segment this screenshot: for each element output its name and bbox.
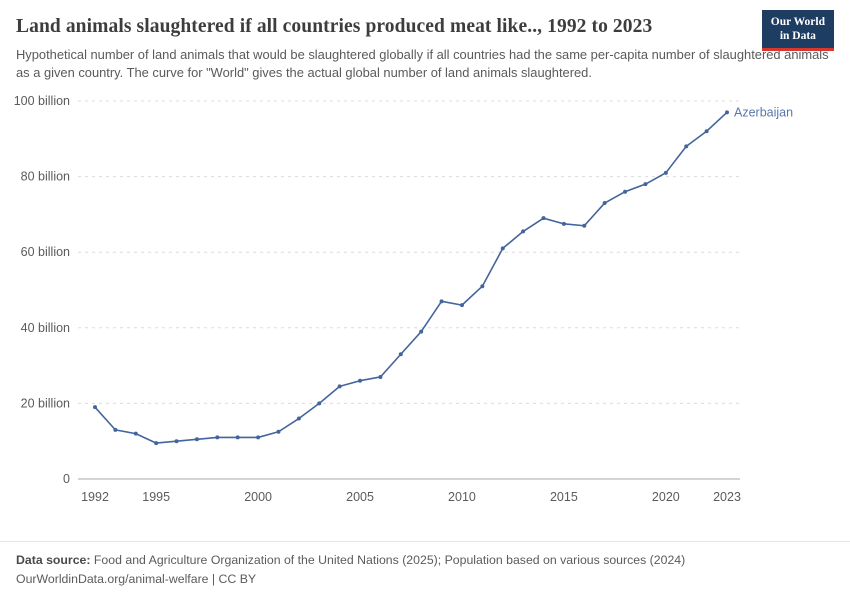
data-point[interactable] [296,416,301,421]
data-point[interactable] [459,303,464,308]
x-tick-label: 2020 [652,490,680,504]
data-point[interactable] [663,171,668,176]
data-point[interactable] [541,216,546,221]
data-point[interactable] [154,441,159,446]
data-point[interactable] [602,201,607,206]
owid-logo-line2: in Data [779,30,816,43]
y-tick-label: 20 billion [21,397,70,411]
data-point[interactable] [643,182,648,187]
data-point[interactable] [623,190,628,195]
y-tick-label: 40 billion [21,321,70,335]
line-chart: 0 20 billion 40 billion 60 billion 80 billio… [14,94,793,504]
series-label[interactable]: Azerbaijan [734,106,793,120]
data-source-line: Data source: Food and Agriculture Organi… [16,551,834,569]
data-point[interactable] [113,428,118,433]
data-point[interactable] [378,375,383,380]
data-point[interactable] [480,284,485,289]
data-point[interactable] [317,401,322,406]
data-point[interactable] [398,352,403,357]
data-point[interactable] [358,379,363,384]
data-point[interactable] [561,222,566,227]
x-tick-label: 1995 [142,490,170,504]
chart-title: Land animals slaughtered if all countrie… [16,16,653,37]
x-tick-label: 2005 [346,490,374,504]
data-point[interactable] [276,430,281,435]
chart-footer: Data source: Food and Agriculture Organi… [0,541,850,600]
y-tick-label: 0 [63,472,70,486]
x-tick-label: 2000 [244,490,272,504]
data-point[interactable] [337,384,342,389]
data-point[interactable] [725,110,729,115]
y-tick-label: 100 billion [14,94,70,108]
data-point[interactable] [215,435,220,440]
owid-logo[interactable]: Our World in Data [761,10,834,51]
data-point[interactable] [194,437,199,442]
chart-area: 0 20 billion 40 billion 60 billion 80 billio… [0,89,850,518]
x-tick-label: 2010 [448,490,476,504]
data-point[interactable] [235,435,240,440]
data-point[interactable] [704,129,709,134]
data-source-label: Data source: [16,553,91,568]
data-point[interactable] [684,144,689,149]
data-point[interactable] [133,431,138,436]
data-point[interactable] [439,299,444,304]
series-line[interactable] [94,112,728,445]
license-line[interactable]: OurWorldinData.org/animal-welfare | CC B… [16,571,257,586]
y-tick-label: 60 billion [21,246,70,260]
x-tick-label: 1992 [81,490,109,504]
x-tick-label: 2015 [550,490,578,504]
x-tick-label: 2023 [713,490,741,504]
data-point[interactable] [521,229,526,234]
data-point[interactable] [256,435,261,440]
y-tick-label: 80 billion [21,170,70,184]
data-point[interactable] [500,246,505,251]
data-point[interactable] [174,439,179,444]
data-point[interactable] [582,224,587,229]
data-point[interactable] [419,329,424,334]
owid-logo-line1: Our World [770,16,825,28]
data-point[interactable] [93,405,97,410]
data-source-text: Food and Agriculture Organization of the… [93,553,686,568]
chart-subtitle: Hypothetical number of land animals that… [16,46,829,80]
